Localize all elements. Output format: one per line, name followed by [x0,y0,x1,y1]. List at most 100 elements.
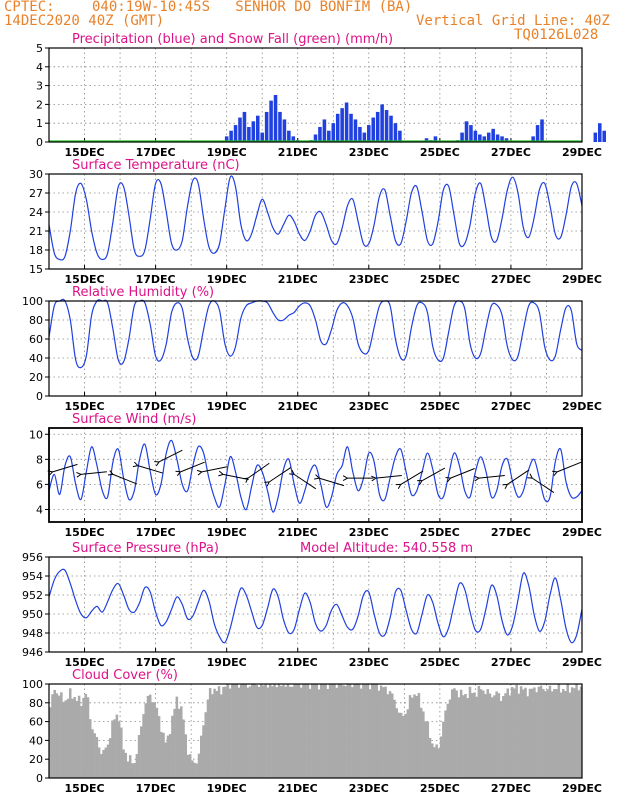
x-tick-label: 23DEC [349,400,389,413]
cloud-bar [140,726,143,778]
cloud-bar [573,688,576,778]
cloud-bar [564,690,567,778]
precip-bar [597,123,602,142]
cloud-bar [368,689,372,778]
cloud-bar [546,689,549,778]
cloud-bar [64,700,68,778]
cloud-bar [80,706,83,778]
cloud-bar [362,684,365,778]
cloud-bar [364,684,367,778]
y-tick-label: 4 [36,61,43,74]
wind-vector-head [552,470,558,477]
x-tick-label: 17DEC [136,273,176,286]
cloud-bar [262,685,265,778]
cloud-bar [424,721,427,778]
precip-bar [495,134,500,142]
cloud-bar [559,692,563,778]
cloud-bar [513,688,516,778]
x-tick-label: 19DEC [207,656,247,669]
cloud-bar [286,684,290,778]
cloud-bar [166,735,170,778]
cloud-bar [335,687,339,778]
cloud-bar [282,684,285,778]
x-tick-label: 25DEC [420,146,460,159]
cloud-bar [244,684,247,778]
cloud-bar [344,686,347,778]
y-tick-label: 100 [22,295,43,308]
cloud-bar [148,694,152,778]
precip-bar [367,125,371,142]
cloud-bar [468,686,472,778]
cloud-bar [237,687,241,778]
precip-bar [260,132,264,142]
cloud-bar [82,697,85,778]
cloud-bar [490,697,494,778]
cloud-bar [373,684,376,778]
cloud-bar [97,747,101,778]
cloud-bar [495,691,498,778]
y-tick-label: 0 [36,136,43,149]
cloud-bar [146,695,150,778]
x-tick-label: 17DEC [136,656,176,669]
cloud-bar [317,689,321,778]
cloud-bar [55,693,59,778]
y-tick-label: 6 [36,478,43,491]
wind-vector-head [371,475,377,482]
cloud-bar [137,734,141,778]
precip-bar [335,113,340,142]
x-tick-label: 19DEC [207,146,247,159]
y-tick-label: 0 [36,772,43,785]
cloud-bar [319,684,323,778]
panel-wind: 15DEC 17DEC 19DEC 21DEC 23DEC 25DEC 27DEC 29DEC… [29,412,602,539]
x-tick-label: 29DEC [562,656,602,669]
cloud-bar [275,687,279,778]
cloud-bar [62,701,65,778]
cloud-bar [151,702,154,778]
x-tick-label: 21DEC [278,146,318,159]
wind-vector [180,461,205,473]
cloud-bar [457,697,461,778]
x-tick-label: 25DEC [420,656,460,669]
precip-bar [322,119,327,142]
x-tick-label: 15DEC [65,656,105,669]
precip-bar [349,113,353,142]
y-tick-label: 8 [36,453,43,466]
cloud-bar [366,684,370,778]
x-tick-label: 17DEC [136,782,176,795]
cloud-bar [493,695,496,778]
cloud-bar [306,684,310,778]
x-tick-label: 23DEC [349,656,389,669]
cloud-bar [53,689,56,778]
cloud-bar [455,690,458,778]
cloud-bar [359,688,363,778]
cloud-bar [144,703,148,778]
cloud-bar [528,688,532,778]
x-tick-label: 25DEC [420,526,460,539]
cloud-bar [437,748,441,778]
x-tick-label: 19DEC [207,273,247,286]
x-tick-label: 15DEC [65,400,105,413]
cloud-bar [200,735,203,778]
cloud-bar [386,694,390,778]
wind-series-line [48,439,583,513]
y-tick-label: 15 [29,263,43,276]
panel-title: Cloud Cover (%) [72,668,178,683]
cloud-bar [404,713,407,778]
wind-vector-head [527,473,533,479]
y-tick-label: 2 [36,98,43,111]
cloud-bar [395,708,398,778]
y-tick-label: 60 [29,716,43,729]
header-code: TQ0126L028 [514,27,599,43]
cloud-bar [299,687,303,778]
cloud-bar [342,685,345,778]
cloud-bar [157,716,161,778]
cloud-bar [555,689,558,778]
x-tick-label: 21DEC [278,656,318,669]
rh-series-line [48,298,583,369]
precip-bar [362,132,367,142]
cloud-bar [537,686,541,778]
cloud-bar [351,687,354,778]
wind-vector-head [395,483,402,489]
cloud-bar [393,699,396,778]
cloud-bar [486,689,490,778]
